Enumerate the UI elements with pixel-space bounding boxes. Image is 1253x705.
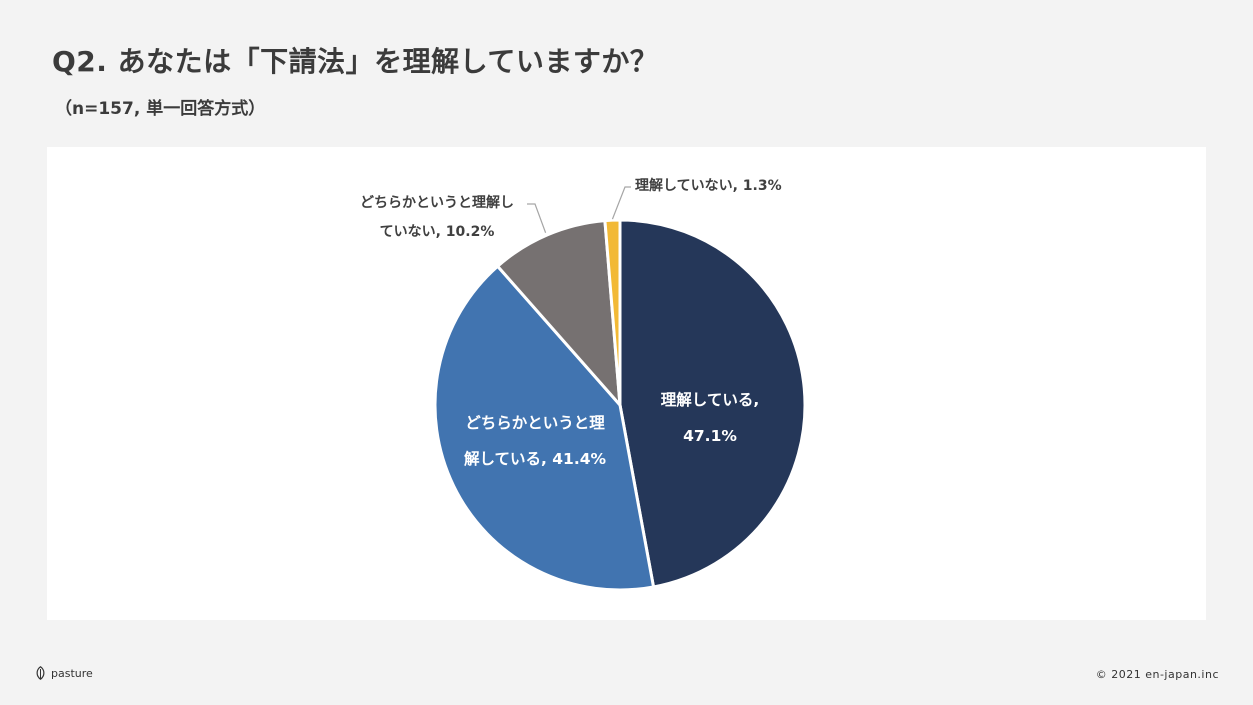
copyright: © 2021 en-japan.inc (1095, 668, 1219, 681)
leaf-icon (36, 666, 45, 680)
page-title: Q2. あなたは「下請法」を理解していますか？ (52, 45, 659, 78)
pie-chart: 理解している, 47.1% どちらかというと理 解している, 41.4% どちら… (360, 177, 807, 592)
pie-slice-understand (618, 218, 807, 589)
leader-line-somewhat-not (527, 203, 547, 233)
pie-slice-not-understand (603, 218, 622, 407)
slice-label-not-understand: 理解していない, 1.3% (635, 177, 782, 194)
pie-slice-somewhat-not (496, 219, 622, 407)
chart-panel: 理解している, 47.1% どちらかというと理 解している, 41.4% どちら… (47, 147, 1206, 620)
pie-slice-somewhat-understand (433, 264, 656, 592)
slice-label-somewhat-understand-line1: どちらかというと理 (465, 414, 605, 432)
leader-line-not-understand (611, 186, 631, 220)
leader-lines (527, 186, 631, 233)
slice-label-somewhat-understand-line2: 解している, 41.4% (464, 449, 607, 468)
page-subtitle: （n=157, 単一回答方式） (55, 99, 266, 119)
slice-label-somewhat-not-line1: どちらかというと理解し (360, 194, 514, 211)
logo-text: pasture (51, 666, 93, 680)
slice-label-somewhat-not-line2: ていない, 10.2% (380, 224, 495, 240)
slice-label-understand-line2: 47.1% (683, 427, 737, 445)
slice-labels: 理解している, 47.1% どちらかというと理 解している, 41.4% どちら… (360, 177, 782, 468)
slice-label-understand-line1: 理解している, (661, 390, 759, 409)
pie-slices (433, 218, 807, 592)
pasture-logo: pasture (35, 666, 93, 680)
